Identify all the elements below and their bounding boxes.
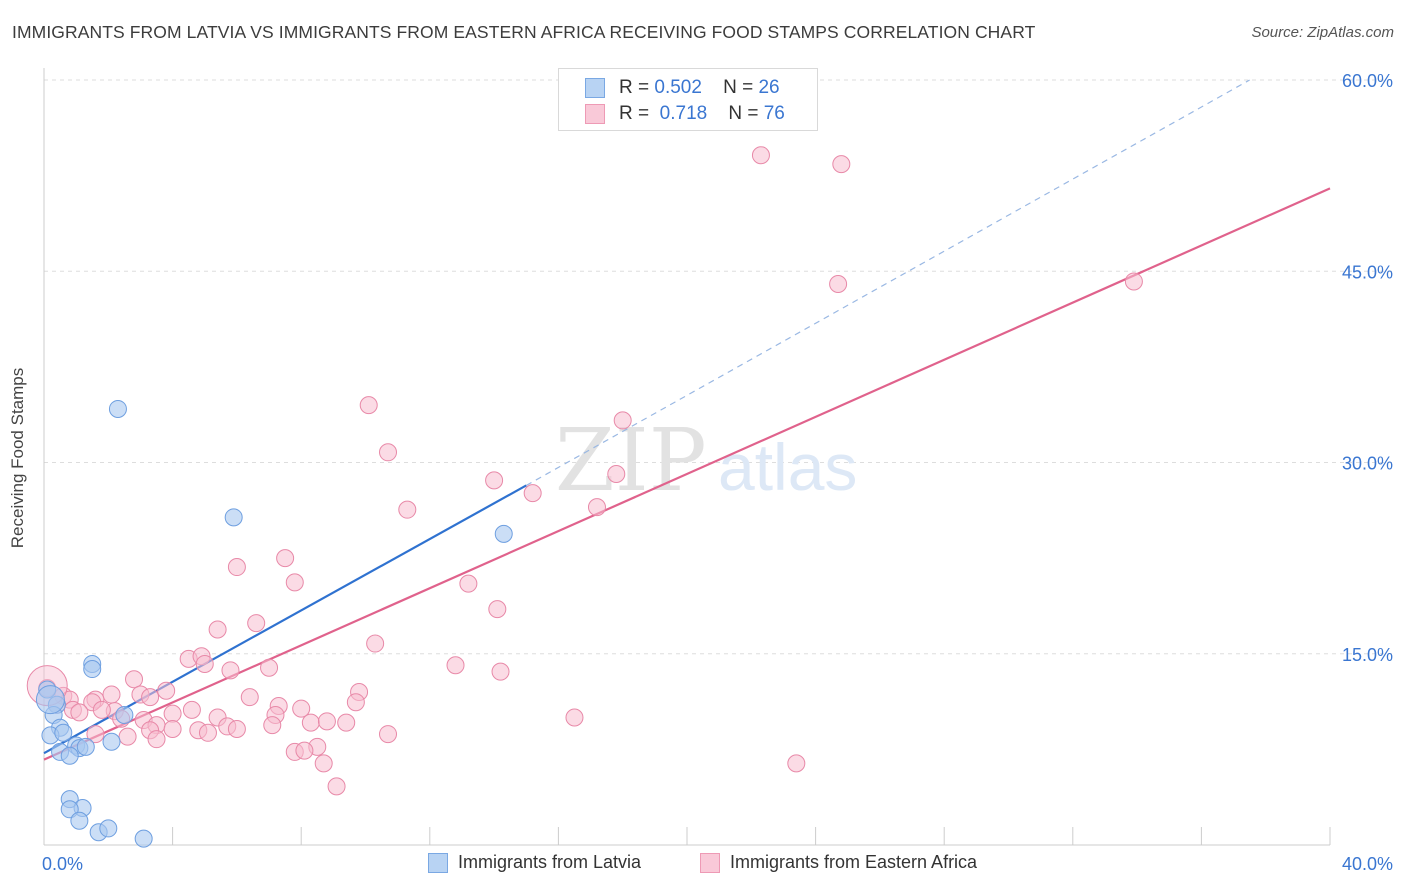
bottom-legend-label-latvia: Immigrants from Latvia bbox=[458, 852, 642, 872]
data-point-eastern-africa bbox=[314, 754, 333, 773]
data-point-eastern-africa bbox=[102, 685, 121, 704]
data-point-eastern-africa bbox=[292, 699, 311, 718]
data-point-eastern-africa bbox=[227, 558, 246, 577]
data-point-eastern-africa bbox=[337, 713, 356, 732]
data-point-eastern-africa bbox=[565, 708, 584, 727]
watermark: ZIP atlas bbox=[555, 411, 857, 511]
x-tick-label: 0.0% bbox=[42, 854, 83, 874]
data-point-eastern-africa bbox=[359, 396, 378, 415]
data-point-eastern-africa bbox=[276, 549, 295, 568]
data-point-eastern-africa bbox=[195, 654, 214, 673]
data-point-eastern-africa bbox=[613, 411, 632, 430]
data-point-latvia bbox=[494, 524, 513, 543]
data-point-eastern-africa bbox=[379, 725, 398, 744]
data-point-latvia bbox=[108, 399, 127, 418]
data-point-eastern-africa bbox=[141, 688, 160, 707]
data-point-eastern-africa bbox=[1124, 272, 1143, 291]
data-point-eastern-africa bbox=[491, 662, 510, 681]
data-point-eastern-africa bbox=[118, 727, 137, 746]
data-point-eastern-africa bbox=[247, 614, 266, 633]
watermark-atlas: atlas bbox=[718, 430, 857, 504]
data-point-eastern-africa bbox=[485, 471, 504, 490]
legend-n-label: N = bbox=[723, 77, 754, 98]
data-point-eastern-africa bbox=[317, 712, 336, 731]
trend-line-eastern-africa bbox=[43, 187, 1331, 761]
data-point-eastern-africa bbox=[295, 741, 314, 760]
data-point-eastern-africa bbox=[163, 719, 182, 738]
data-point-latvia bbox=[54, 723, 73, 742]
x-tick-label: 40.0% bbox=[1342, 854, 1393, 874]
y-tick-label: 30.0% bbox=[1342, 454, 1393, 474]
bottom-legend-swatch-latvia bbox=[428, 853, 448, 873]
data-point-eastern-africa bbox=[285, 573, 304, 592]
legend-n-value-eastern-africa: 76 bbox=[763, 103, 785, 124]
y-tick-label: 45.0% bbox=[1342, 262, 1393, 282]
legend-r-value-latvia: 0.502 bbox=[654, 77, 702, 98]
data-point-eastern-africa bbox=[398, 500, 417, 519]
data-point-eastern-africa bbox=[832, 155, 851, 174]
y-tick-label: 15.0% bbox=[1342, 645, 1393, 665]
data-point-eastern-africa bbox=[208, 620, 227, 639]
data-point-latvia bbox=[70, 811, 89, 830]
data-point-eastern-africa bbox=[221, 661, 240, 680]
data-point-eastern-africa bbox=[607, 464, 626, 483]
legend-n-value-latvia: 26 bbox=[758, 77, 780, 98]
legend-r-label: R = bbox=[619, 103, 650, 124]
y-axis-title: Receiving Food Stamps bbox=[8, 367, 27, 549]
data-point-eastern-africa bbox=[70, 703, 89, 722]
data-point-eastern-africa bbox=[446, 656, 465, 675]
correlation-legend: R = 0.502 N = 26 R = 0.718 N = 76 bbox=[558, 68, 818, 131]
legend-swatch-eastern-africa bbox=[585, 104, 605, 124]
data-point-latvia bbox=[83, 660, 102, 679]
data-point-eastern-africa bbox=[523, 484, 542, 503]
data-point-latvia bbox=[115, 705, 134, 724]
data-point-eastern-africa bbox=[92, 700, 111, 719]
legend-n-label: N = bbox=[728, 103, 759, 124]
data-point-eastern-africa bbox=[366, 634, 385, 653]
data-point-eastern-africa bbox=[488, 600, 507, 619]
data-point-eastern-africa bbox=[346, 693, 365, 712]
data-point-eastern-africa bbox=[125, 670, 144, 689]
data-point-eastern-africa bbox=[157, 681, 176, 700]
data-point-eastern-africa bbox=[787, 754, 806, 773]
data-point-latvia bbox=[60, 800, 79, 819]
legend-r-value-eastern-africa: 0.718 bbox=[659, 103, 708, 124]
data-point-latvia bbox=[134, 829, 153, 848]
data-point-eastern-africa bbox=[263, 716, 282, 735]
axes bbox=[43, 68, 1331, 846]
series-latvia bbox=[35, 399, 513, 848]
data-point-eastern-africa bbox=[163, 704, 182, 723]
y-tick-label: 60.0% bbox=[1342, 71, 1393, 91]
data-point-eastern-africa bbox=[327, 777, 346, 796]
chart-title: IMMIGRANTS FROM LATVIA VS IMMIGRANTS FRO… bbox=[12, 22, 1036, 42]
legend-r-label: R = bbox=[619, 77, 650, 98]
legend-swatch-latvia bbox=[585, 78, 605, 98]
data-point-latvia bbox=[99, 819, 118, 838]
data-point-eastern-africa bbox=[227, 719, 246, 738]
source-label: Source: ZipAtlas.com bbox=[1251, 24, 1394, 41]
data-point-latvia bbox=[102, 732, 121, 751]
data-point-latvia bbox=[60, 746, 79, 765]
data-point-eastern-africa bbox=[198, 723, 217, 742]
data-point-eastern-africa bbox=[260, 658, 279, 677]
bottom-legend-swatch-eastern-africa bbox=[700, 853, 720, 873]
data-point-eastern-africa bbox=[86, 725, 105, 744]
bottom-legend-label-eastern-africa: Immigrants from Eastern Africa bbox=[730, 852, 978, 872]
data-point-eastern-africa bbox=[751, 146, 770, 165]
data-point-eastern-africa bbox=[459, 574, 478, 593]
data-point-eastern-africa bbox=[829, 275, 848, 293]
gridlines bbox=[44, 79, 1395, 655]
watermark-zip: ZIP bbox=[555, 411, 707, 511]
tick-labels: 15.0% 30.0% 45.0% 60.0% 0.0% 40.0% bbox=[42, 71, 1393, 874]
data-point-eastern-africa bbox=[147, 730, 166, 749]
data-point-eastern-africa bbox=[587, 498, 606, 517]
data-point-eastern-africa bbox=[379, 443, 398, 462]
data-point-eastern-africa bbox=[301, 713, 320, 732]
data-point-latvia bbox=[35, 685, 65, 715]
data-point-latvia bbox=[76, 737, 95, 756]
data-point-eastern-africa bbox=[240, 688, 259, 707]
data-point-latvia bbox=[224, 508, 243, 527]
data-point-eastern-africa bbox=[182, 700, 201, 719]
